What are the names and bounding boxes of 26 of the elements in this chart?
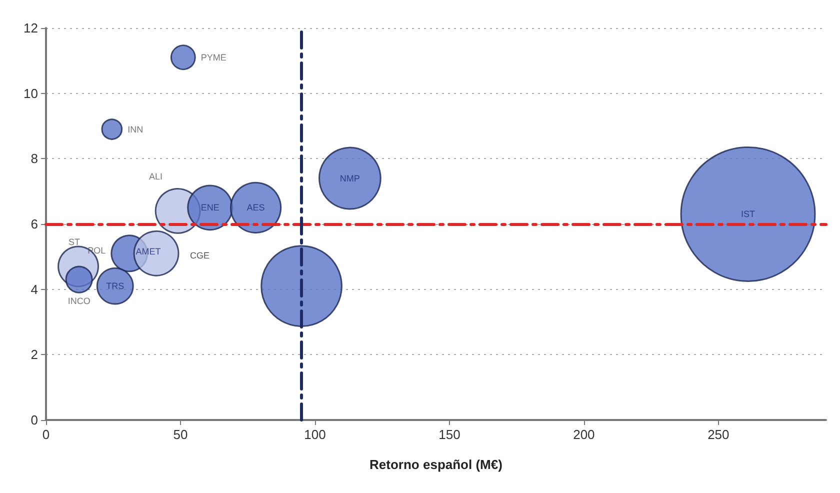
x-axis-title: Retorno español (M€) <box>370 457 502 472</box>
x-tick-label: 0 <box>42 427 50 442</box>
annotation: CGE <box>190 250 210 260</box>
x-tick-label: 250 <box>708 427 730 442</box>
y-tick-label: 6 <box>30 216 38 232</box>
y-tick-label: 8 <box>30 151 38 166</box>
data-label: AES <box>246 202 265 213</box>
x-tick-label: 50 <box>173 427 188 442</box>
data-label: ALI <box>149 171 163 182</box>
data-label: INCO <box>68 296 90 306</box>
data-label: PYME <box>200 52 226 62</box>
y-tick-label: 4 <box>30 282 38 297</box>
data-label: TRS <box>106 281 124 292</box>
data-label: NMP <box>340 173 360 184</box>
x-tick-label: 150 <box>438 427 460 442</box>
y-tick-label: 2 <box>30 347 38 362</box>
data-label: ST <box>68 237 81 248</box>
x-tick-label: 200 <box>573 427 595 442</box>
data-label: INN <box>128 124 144 134</box>
data-label: AMET <box>136 246 162 256</box>
y-tick-label: 0 <box>30 412 38 428</box>
y-tick-label: 10 <box>24 86 38 101</box>
x-tick-label: 100 <box>304 427 326 442</box>
y-tick-label: 12 <box>24 20 38 36</box>
data-label: ENE <box>200 202 220 213</box>
data-label: IST <box>740 209 756 220</box>
